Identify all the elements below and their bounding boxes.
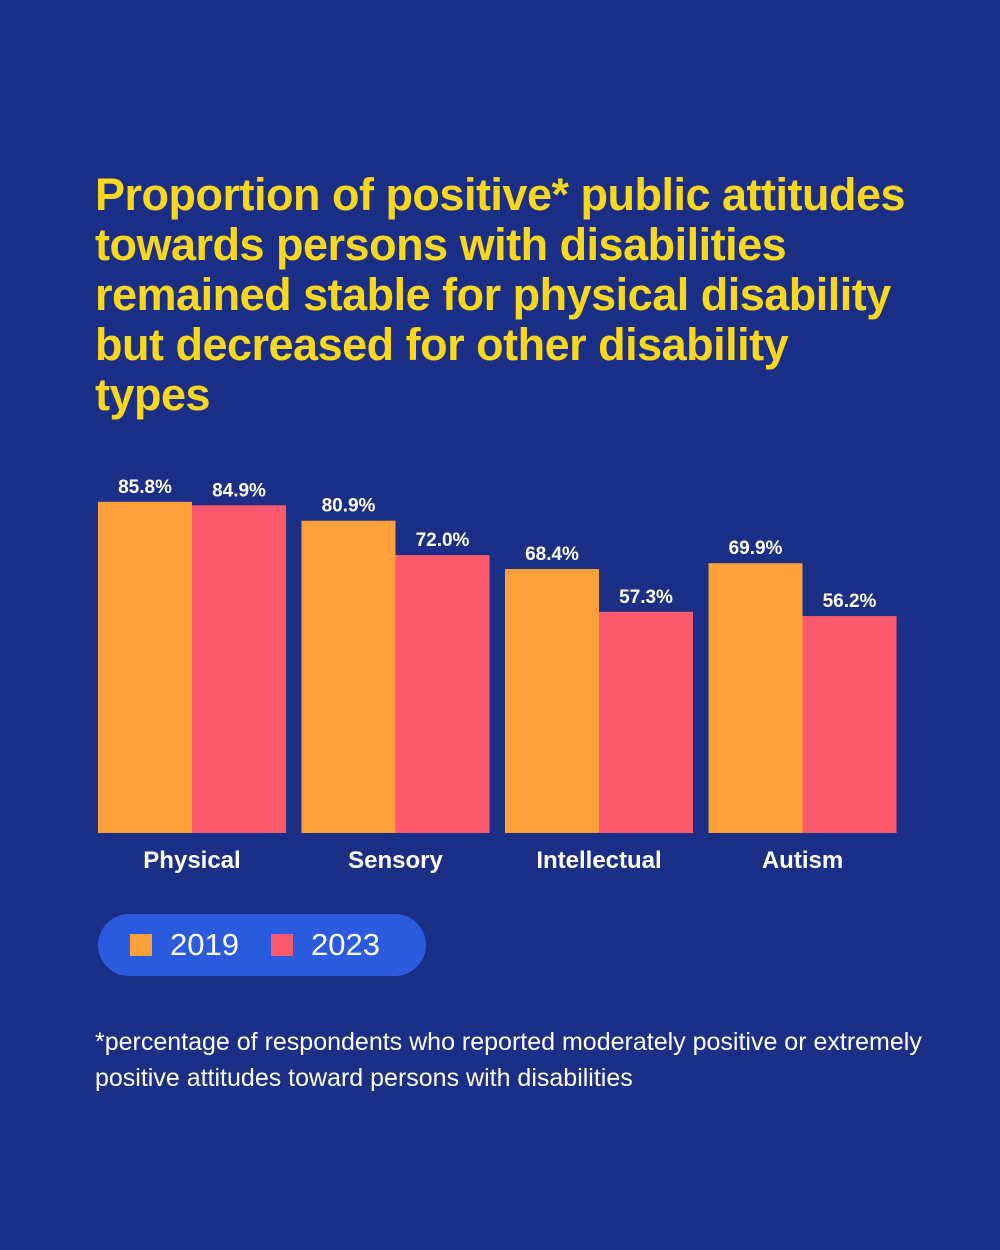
category-label-physical: Physical <box>143 847 240 874</box>
bar-intellectual-2023 <box>599 611 693 833</box>
bar-autism-2023 <box>802 616 897 833</box>
data-label-intellectual-2023: 57.3% <box>619 587 673 608</box>
data-label-intellectual-2019: 68.4% <box>525 544 579 565</box>
legend-label-2019: 2019 <box>170 927 239 962</box>
bar-sensory-2019 <box>301 520 396 833</box>
legend: 2019 2023 <box>98 914 426 976</box>
legend-item-2023: 2023 <box>270 927 380 963</box>
legend-swatch-2023 <box>270 934 293 956</box>
bar-chart: 85.8% 84.9% Physical 80.9% 72.0% Sensory 68.4%… <box>98 477 897 874</box>
category-label-intellectual: Intellectual <box>536 847 661 874</box>
category-label-autism: Autism <box>762 847 843 874</box>
data-label-sensory-2019: 80.9% <box>322 496 376 517</box>
footnote: *percentage of respondents who reported … <box>95 1028 922 1092</box>
chart-title: Proportion of positive* public attitudes… <box>95 169 906 420</box>
data-label-physical-2023: 84.9% <box>212 480 266 501</box>
bar-physical-2023 <box>192 505 286 833</box>
bar-intellectual-2019 <box>505 568 599 833</box>
legend-swatch-2019 <box>130 934 152 956</box>
category-label-sensory: Sensory <box>348 847 443 874</box>
data-label-autism-2019: 69.9% <box>729 538 783 559</box>
data-label-sensory-2023: 72.0% <box>416 530 470 551</box>
bar-physical-2019 <box>98 501 192 833</box>
bar-autism-2019 <box>708 563 803 833</box>
data-label-physical-2019: 85.8% <box>118 477 172 498</box>
data-label-autism-2023: 56.2% <box>823 591 877 612</box>
legend-item-2019: 2019 <box>130 927 239 963</box>
legend-label-2023: 2023 <box>310 927 380 962</box>
bar-sensory-2023 <box>395 555 490 833</box>
